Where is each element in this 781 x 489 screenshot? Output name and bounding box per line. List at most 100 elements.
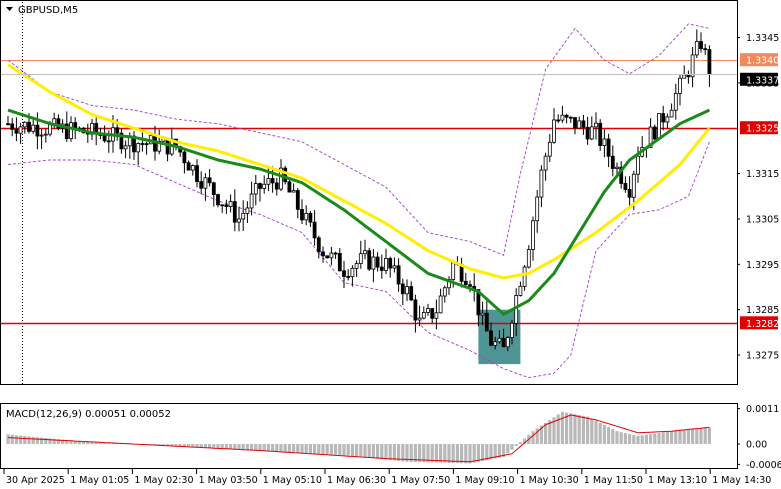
macd-bar [497,444,501,458]
candle [186,160,191,171]
candle [560,105,565,123]
candle [43,128,48,143]
main-panel [0,0,738,385]
macd-bar [241,444,245,450]
x-tick-label: 1 May 05:10 [263,475,322,486]
window-title[interactable]: GBPUSD,M5 [6,5,78,16]
macd-bar [405,444,409,462]
candle [623,176,628,193]
macd-bar [258,444,262,451]
candle [237,206,241,232]
macd-bar [220,444,224,449]
macd-bar [157,444,161,446]
candle [589,116,594,141]
macd-bar [19,435,23,445]
y-tick-label: 1.3295 [746,260,779,271]
macd-bar [661,432,665,445]
candle-body [354,263,359,269]
candle-body [661,113,666,123]
macd-bar [216,444,220,449]
candle-body [102,135,107,142]
macd-bar [355,444,359,457]
macd-bar [665,431,669,445]
candle [699,32,703,53]
candle [552,108,556,144]
candle-body [245,207,250,214]
macd-bar [61,439,65,445]
macd-bar [598,422,602,445]
macd-bar [514,444,518,446]
macd-bar [506,444,510,454]
macd-bar [98,442,102,445]
candle [270,166,275,193]
candle-body [505,337,510,348]
candle-body [287,181,292,193]
symbol-title: GBPUSD,M5 [18,5,78,16]
x-tick-label: 1 May 10:30 [520,475,579,486]
macd-bar [321,444,325,455]
candle-body [678,77,682,94]
candle-body [43,133,48,136]
candle-body [400,283,405,295]
candle-body [136,143,141,153]
candle [245,201,250,224]
macd-bar [699,428,703,445]
macd-bar [296,444,300,453]
candle [31,118,36,134]
macd-bar [73,440,77,445]
macd-bar [443,444,447,463]
candle-body [253,183,258,195]
candle [539,165,544,208]
macd-bar [644,434,648,445]
candle [535,190,540,233]
candle [14,117,19,142]
candle [468,280,472,293]
candle [493,336,498,350]
candle [316,235,321,259]
candle [661,105,666,131]
candle [388,256,393,278]
candle [648,118,653,148]
candle-body [388,257,393,269]
candle-body [119,132,124,150]
candle-body [476,289,481,316]
candle [6,116,10,126]
candle [434,299,439,330]
macd-bar [86,442,90,445]
candle [312,210,317,246]
macd-bar [434,444,438,463]
macd-bar [275,444,279,452]
candle-body [581,120,586,128]
macd-bar [691,429,695,445]
macd-bar [674,430,678,445]
candle [543,152,548,181]
candle-body [673,92,678,111]
candle-body [636,155,640,175]
candle [409,281,414,302]
candle [203,173,208,201]
macd-bar [94,442,98,445]
candle [346,269,351,281]
macd-bar [350,444,354,457]
candle-body [18,126,23,134]
candle [379,254,384,279]
macd-bar [325,444,329,455]
macd-bar [611,429,615,445]
macd-bar [170,444,174,446]
macd-bar [266,444,270,451]
macd-bar [224,444,228,449]
macd-bar [237,444,241,450]
candle [140,131,145,152]
candle-body [606,138,611,157]
candle-body [262,183,267,189]
macd-bar [451,444,455,463]
candle [510,319,514,345]
candle-body [249,193,254,209]
candle-body [10,123,15,130]
chevron-down-icon[interactable] [6,7,13,11]
candle-body [417,317,422,321]
current-price-box [740,72,778,86]
candle-body [405,286,409,295]
level-price-box [740,316,778,330]
candle-body [115,127,120,134]
